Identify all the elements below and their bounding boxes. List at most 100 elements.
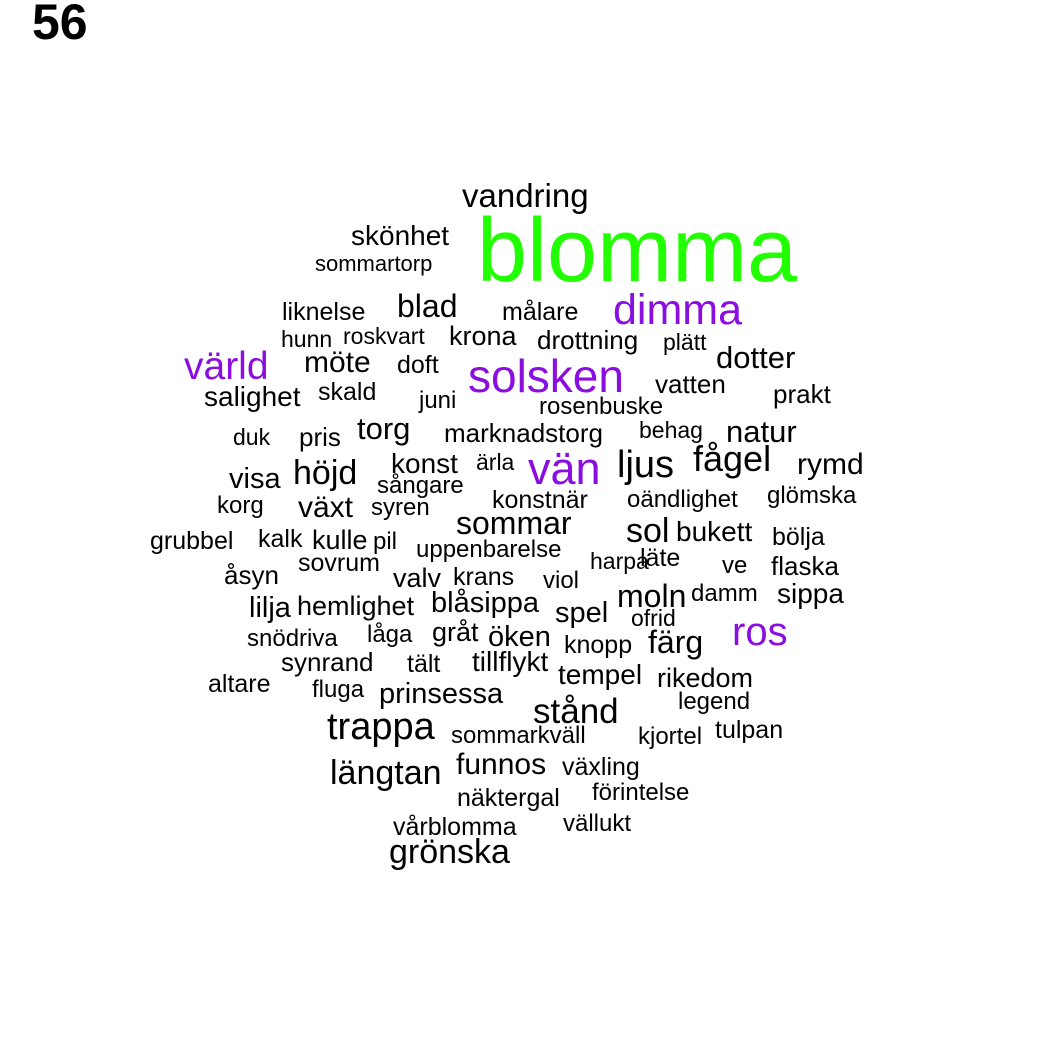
word-stand: stånd <box>533 692 619 731</box>
word-blad: blad <box>397 288 458 324</box>
word-hojd: höjd <box>293 454 358 492</box>
word-damm: damm <box>691 580 758 607</box>
word-duk: duk <box>233 424 271 450</box>
word-platt: plätt <box>663 329 707 355</box>
word-kalk: kalk <box>258 525 303 553</box>
word-knopp: knopp <box>564 631 633 659</box>
word-tempel: tempel <box>558 659 643 690</box>
word-mote: möte <box>304 346 371 379</box>
word-ofrid: ofrid <box>631 605 676 631</box>
word-marknadstorg: marknadstorg <box>444 418 603 448</box>
word-vallukt: vällukt <box>563 810 632 837</box>
word-van: vän <box>528 443 601 494</box>
word-sommar: sommar <box>456 505 572 541</box>
word-glomska: glömska <box>767 482 857 509</box>
word-vaxling: växling <box>562 753 640 781</box>
word-varblomma: vårblomma <box>393 813 517 841</box>
word-korg: korg <box>217 492 264 519</box>
word-forintelse: förintelse <box>592 779 690 806</box>
word-sippa: sippa <box>777 578 844 609</box>
word-liknelse: liknelse <box>282 298 366 326</box>
word-vatten: vatten <box>655 369 726 399</box>
word-sommarkvall: sommarkväll <box>451 722 586 749</box>
word-harpa: harpa <box>590 548 649 574</box>
word-visa: visa <box>229 463 281 495</box>
word-asyn: åsyn <box>224 560 279 590</box>
word-laga: låga <box>367 621 413 648</box>
word-behag: behag <box>639 417 703 443</box>
word-solsken: solsken <box>468 350 624 402</box>
word-sol: sol <box>626 512 670 550</box>
word-prinsessa: prinsessa <box>379 678 504 710</box>
word-spel: spel <box>555 597 609 629</box>
word-torg: torg <box>357 411 411 446</box>
word-bukett: bukett <box>676 516 753 547</box>
word-syren: syren <box>371 494 430 521</box>
word-sangare: sångare <box>377 472 464 499</box>
word-vandring: vandring <box>462 177 589 214</box>
word-oandlighet: oändlighet <box>627 486 738 513</box>
word-ros: ros <box>732 610 788 654</box>
word-uppenbarelse: uppenbarelse <box>416 536 562 563</box>
word-synrand: synrand <box>281 647 374 677</box>
word-skald: skald <box>318 378 377 406</box>
word-arla: ärla <box>476 449 515 475</box>
word-fluga: fluga <box>312 676 365 703</box>
word-fagel: fågel <box>693 438 772 479</box>
word-oken: öken <box>488 621 551 653</box>
word-hunn: hunn <box>281 326 333 352</box>
word-naktergal: näktergal <box>457 784 560 812</box>
word-ve: ve <box>722 552 748 579</box>
word-juni: juni <box>419 387 457 414</box>
word-snodriva: snödriva <box>247 625 338 652</box>
page-number: 56 <box>32 0 88 50</box>
word-gronska: grönska <box>389 833 510 871</box>
word-vaxt: växt <box>298 491 354 524</box>
word-farg: färg <box>648 624 704 660</box>
word-trappa: trappa <box>327 706 435 748</box>
word-drottning: drottning <box>537 325 639 355</box>
word-roskvart: roskvart <box>343 323 425 349</box>
word-natur: natur <box>726 414 797 449</box>
word-legend: legend <box>678 688 751 715</box>
word-langtan: längtan <box>330 754 442 792</box>
word-viol: viol <box>543 567 580 594</box>
word-funnos: funnos <box>456 748 547 781</box>
word-konst: konst <box>391 448 458 479</box>
word-kulle: kulle <box>312 525 368 555</box>
word-pil: pil <box>373 528 398 555</box>
word-altare: altare <box>208 670 271 698</box>
word-ljus: ljus <box>617 444 675 486</box>
word-valv: valv <box>393 563 442 593</box>
word-doft: doft <box>397 351 439 379</box>
word-dotter: dotter <box>716 340 796 375</box>
word-late: läte <box>640 544 681 572</box>
word-lilja: lilja <box>249 592 291 624</box>
word-krona: krona <box>449 321 517 351</box>
word-rymd: rymd <box>797 448 864 481</box>
word-pris: pris <box>299 422 341 452</box>
word-grubbel: grubbel <box>150 527 234 555</box>
word-skonhet: skönhet <box>351 220 450 251</box>
word-talt: tält <box>407 650 441 678</box>
word-hemlighet: hemlighet <box>297 591 415 621</box>
word-tillflykt: tillflykt <box>472 646 549 677</box>
word-rikedom: rikedom <box>657 663 754 693</box>
word-blomma: blomma <box>477 201 798 301</box>
word-bolja: bölja <box>772 523 825 551</box>
word-malare: målare <box>502 298 579 326</box>
word-salighet: salighet <box>204 381 301 412</box>
word-kjortel: kjortel <box>638 723 703 750</box>
word-dimma: dimma <box>613 286 743 334</box>
word-rosenbuske: rosenbuske <box>539 393 664 420</box>
word-grat: gråt <box>432 617 479 647</box>
word-sovrum: sovrum <box>298 549 380 577</box>
word-flaska: flaska <box>771 551 839 581</box>
word-prakt: prakt <box>773 379 831 409</box>
word-sommartorp: sommartorp <box>315 251 433 276</box>
word-moln: moln <box>617 578 687 614</box>
word-blasippa: blåsippa <box>431 587 540 619</box>
word-varld: värld <box>184 345 269 388</box>
word-tulpan: tulpan <box>715 716 784 744</box>
